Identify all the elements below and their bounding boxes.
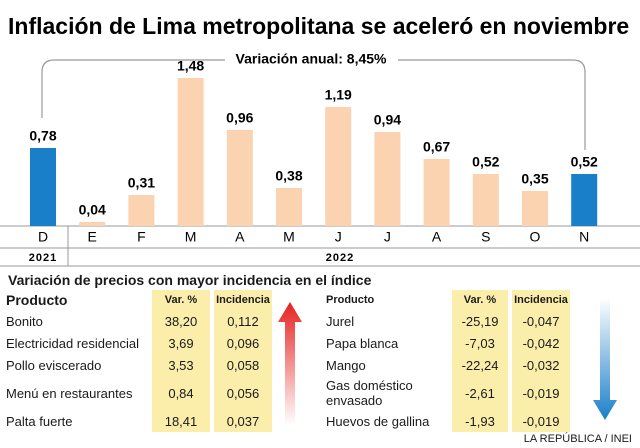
table-cell: Producto xyxy=(326,294,375,306)
bar xyxy=(79,222,106,226)
bracket xyxy=(41,59,586,150)
chart-title: Inflación de Lima metropolitana se acele… xyxy=(8,13,629,39)
bar xyxy=(374,132,401,226)
table-cell: 0,096 xyxy=(214,332,272,354)
table-cell: -0,047 xyxy=(512,310,570,332)
x-tick-label: M xyxy=(283,229,295,245)
value-label: 0,38 xyxy=(275,168,302,184)
table-cell: -0,019 xyxy=(512,376,570,410)
x-tick-label: J xyxy=(384,229,391,245)
bar xyxy=(276,188,302,226)
value-label: 0,78 xyxy=(29,128,56,144)
x-tick-label: E xyxy=(88,229,97,245)
up-arrow xyxy=(278,302,302,425)
x-tick-label: A xyxy=(235,229,245,245)
table-cell: Var. % xyxy=(452,290,508,310)
table-cell: Bonito xyxy=(6,313,43,329)
table-cell: 0,058 xyxy=(214,354,272,376)
table-cell: 0,112 xyxy=(214,310,272,332)
table: Producto Var. % Incidencia Bonito 38,20 0,112… xyxy=(6,290,272,432)
table-cell: Gas doméstico envasado xyxy=(326,378,413,408)
table-cell: Incidencia xyxy=(512,290,570,310)
table-cell: -0,019 xyxy=(512,410,570,432)
bar xyxy=(472,174,499,226)
bar xyxy=(325,107,352,226)
source: LA REPÚBLICA / INEI xyxy=(523,433,632,445)
value-label: 1,48 xyxy=(177,58,204,74)
section-title: Variación de precios con mayor incidenci… xyxy=(8,272,372,288)
x-tick-label: O xyxy=(530,229,541,245)
x-tick-label: S xyxy=(481,229,490,245)
x-tick-label: J xyxy=(335,229,342,245)
table-cell: 0,037 xyxy=(214,410,272,432)
bar xyxy=(177,78,204,226)
x-tick-label: F xyxy=(137,229,146,245)
table-cell: Var. % xyxy=(152,290,210,310)
table-cell: -1,93 xyxy=(452,410,508,432)
table-cell: 3,69 xyxy=(152,332,210,354)
x-tick-label: N xyxy=(579,229,589,245)
value-label: 0,35 xyxy=(521,171,548,187)
table-cell: Palta fuerte xyxy=(6,413,73,429)
bar xyxy=(128,195,155,226)
table-cell: 38,20 xyxy=(152,310,210,332)
value-label: 0,52 xyxy=(472,154,499,170)
table-cell: -25,19 xyxy=(452,310,508,332)
table-cell: Incidencia xyxy=(214,290,272,310)
table-cell: Huevos de gallina xyxy=(326,413,430,429)
down-arrow xyxy=(593,298,617,420)
table-cell: Pollo eviscerado xyxy=(6,357,102,373)
table-cell: -0,032 xyxy=(512,354,570,376)
value-label: 0,04 xyxy=(79,202,106,218)
bar xyxy=(571,174,598,226)
table: Producto Var. % Incidencia Jurel -25,19 -0,04… xyxy=(326,290,570,432)
table-cell: 3,53 xyxy=(152,354,210,376)
table-cell: 0,84 xyxy=(152,376,210,410)
subtitle: Variación anual: 8,45% xyxy=(236,51,388,67)
table-cell: -2,61 xyxy=(452,376,508,410)
value-label: 0,67 xyxy=(423,139,450,155)
chart: Inflación de Lima metropolitana se acele… xyxy=(0,13,640,267)
table-cell: 18,41 xyxy=(152,410,210,432)
group-label: 2021 xyxy=(29,252,57,264)
value-label: 0,94 xyxy=(374,112,401,128)
value-label: 1,19 xyxy=(325,87,352,103)
value-label: 0,31 xyxy=(128,175,155,191)
value-label: 0,96 xyxy=(226,110,253,126)
group-label: 2022 xyxy=(326,252,354,264)
table-cell: -22,24 xyxy=(452,354,508,376)
table-cell: -7,03 xyxy=(452,332,508,354)
table-cell: Menú en restaurantes xyxy=(6,385,133,401)
x-tick-label: M xyxy=(185,229,197,245)
table-cell: 0,056 xyxy=(214,376,272,410)
table-cell: Jurel xyxy=(326,313,355,329)
value-label: 0,52 xyxy=(571,154,598,170)
table-cell: Mango xyxy=(326,357,366,373)
bar xyxy=(522,191,548,226)
table-cell: Producto xyxy=(6,292,68,308)
table-cell: Electricidad residencial xyxy=(6,335,139,351)
table-cell: Papa blanca xyxy=(326,335,399,351)
table-cell: -0,042 xyxy=(512,332,570,354)
x-tick-label: A xyxy=(432,229,442,245)
bar xyxy=(30,148,56,226)
x-tick-label: D xyxy=(38,229,48,245)
bar xyxy=(423,159,450,226)
bar xyxy=(226,130,253,226)
